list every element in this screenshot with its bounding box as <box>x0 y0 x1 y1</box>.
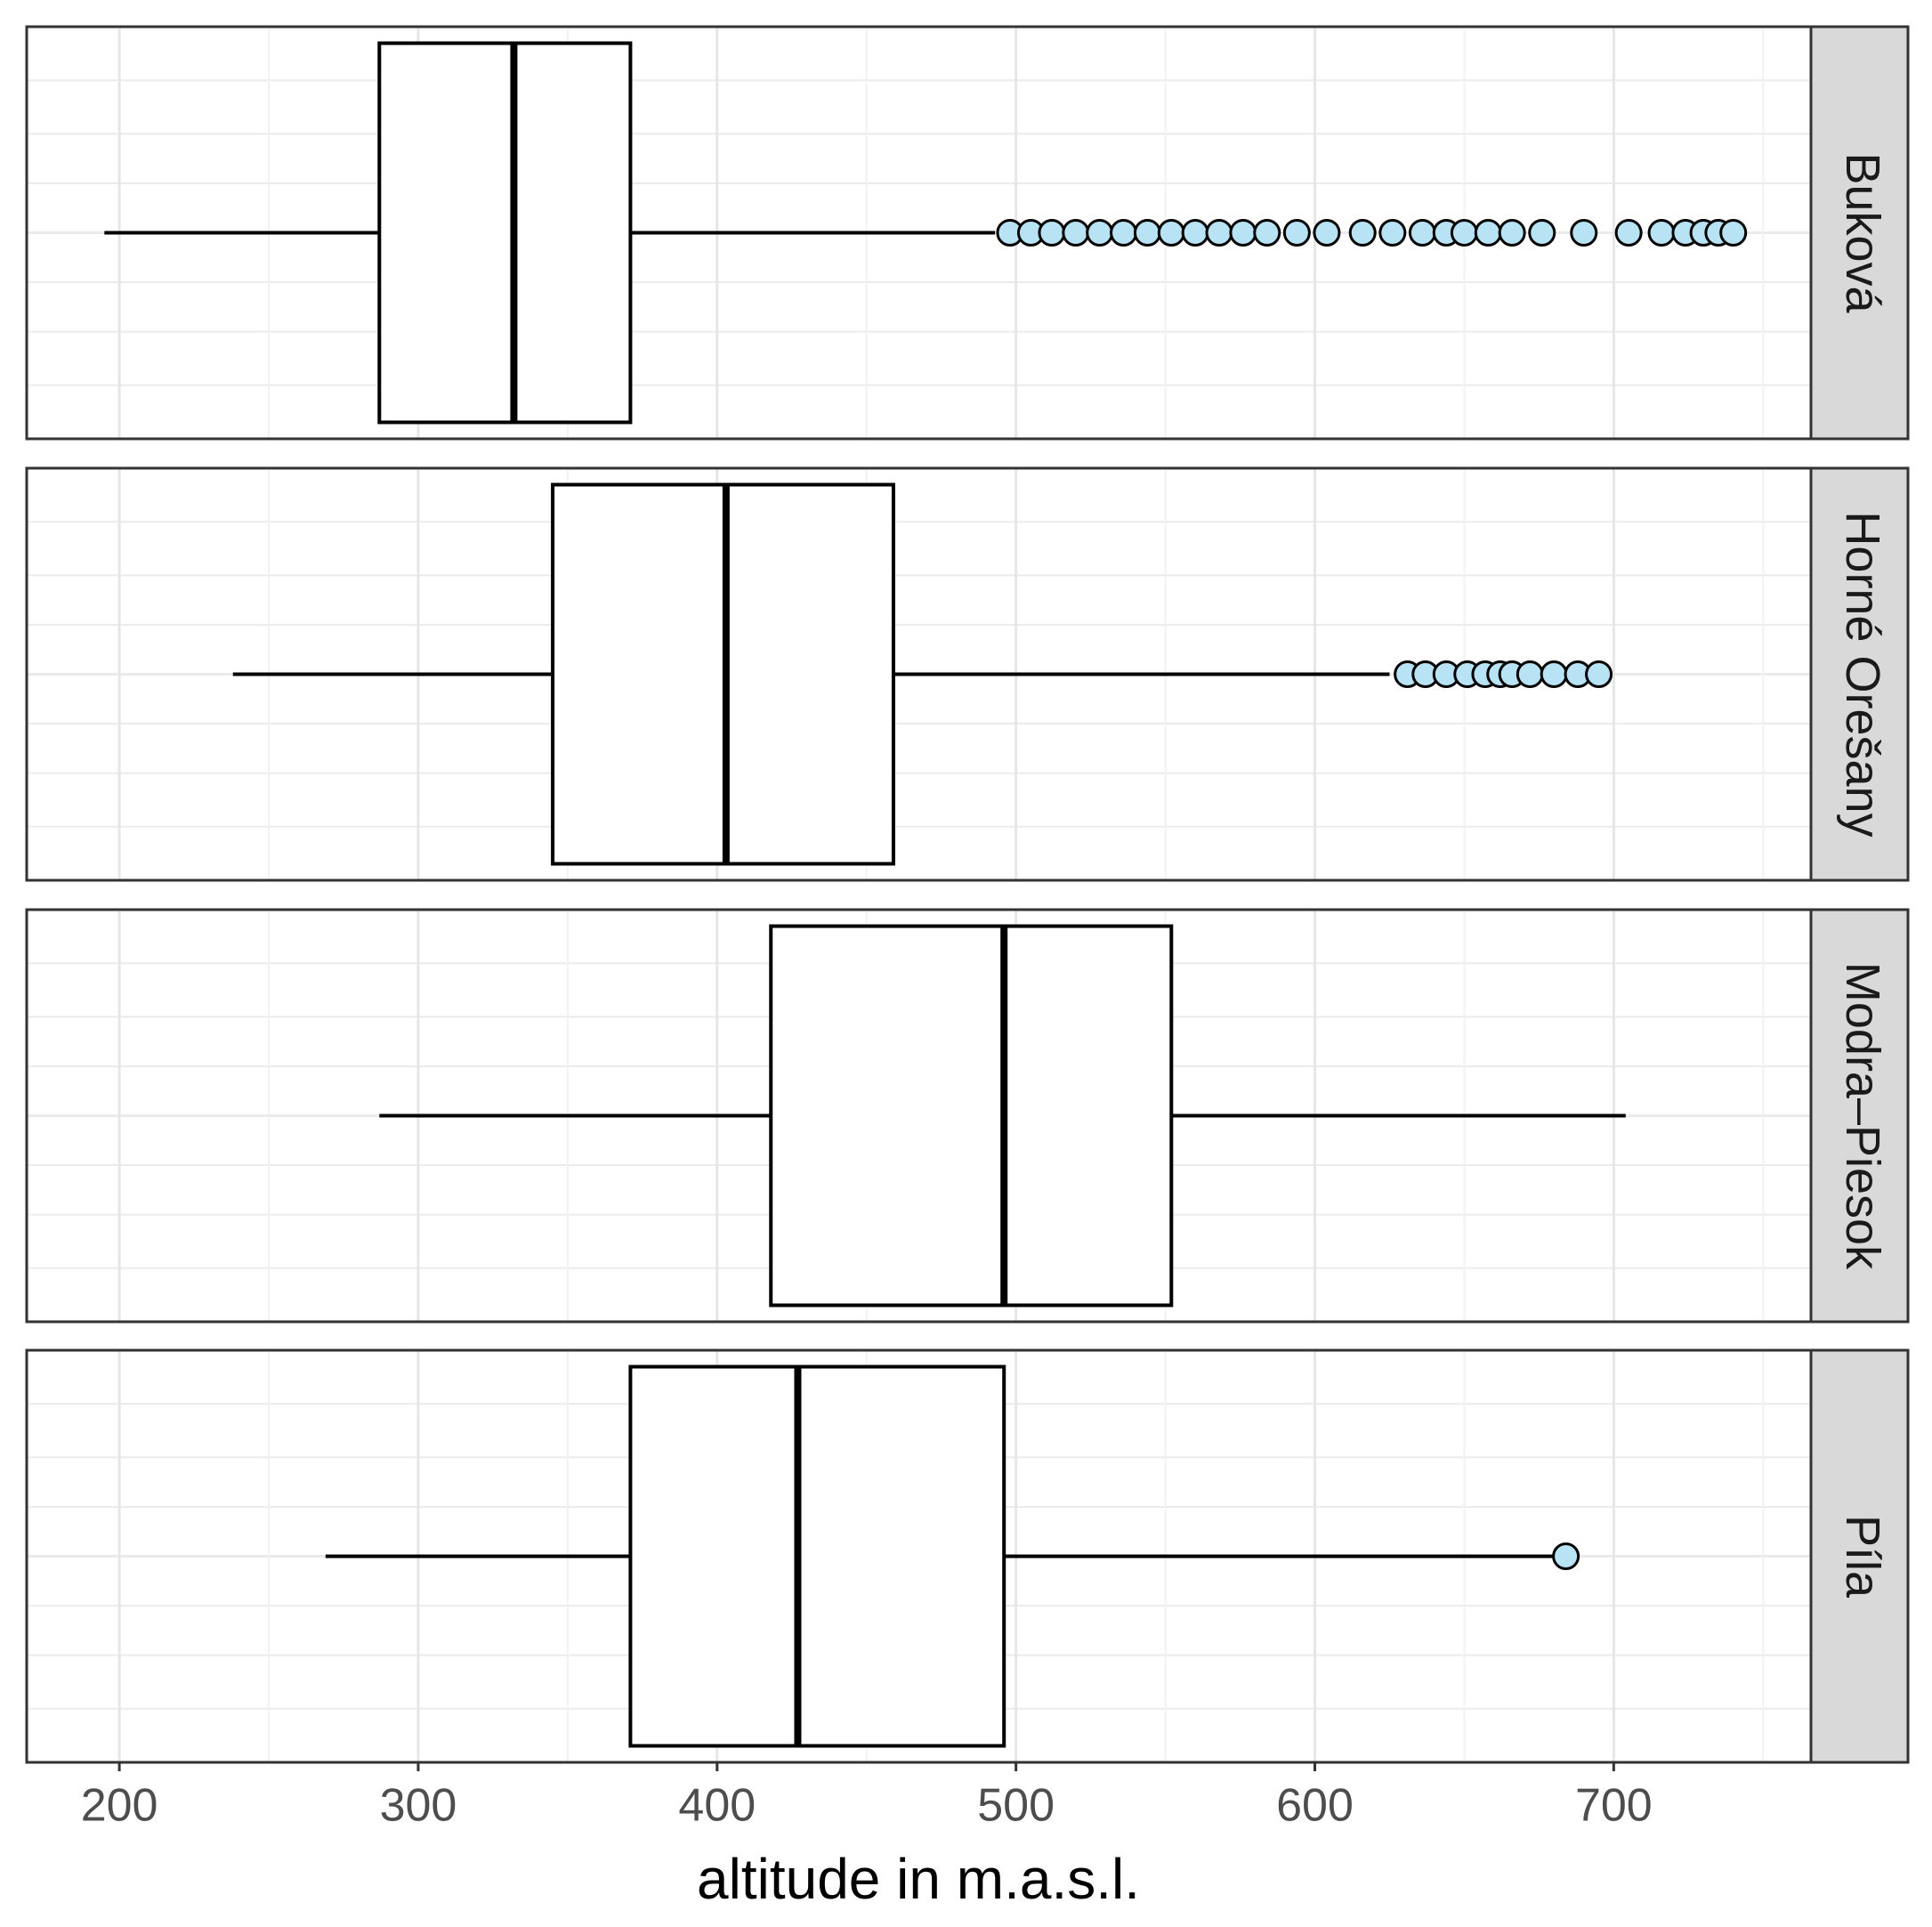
strip-label: Horné Orešany <box>1836 511 1889 837</box>
outlier <box>1229 219 1257 247</box>
outlier <box>1110 219 1138 247</box>
outlier <box>1516 660 1544 688</box>
outlier <box>1552 1542 1580 1570</box>
x-tick-label: 300 <box>380 1780 457 1832</box>
x-tick-label: 500 <box>977 1780 1055 1832</box>
outlier <box>1157 219 1185 247</box>
x-tick-label: 200 <box>81 1780 158 1832</box>
outlier <box>1181 219 1209 247</box>
outlier <box>1614 219 1643 247</box>
outlier <box>1719 219 1748 247</box>
outlier <box>1282 219 1311 247</box>
outlier <box>1313 219 1341 247</box>
outlier <box>1205 219 1233 247</box>
outlier <box>1450 219 1478 247</box>
box <box>628 1364 1006 1748</box>
outlier <box>1408 219 1436 247</box>
x-tick-label: 600 <box>1276 1780 1354 1832</box>
outlier <box>1086 219 1114 247</box>
outlier <box>1348 219 1377 247</box>
outlier <box>1540 660 1568 688</box>
x-tick-label: 700 <box>1575 1780 1653 1832</box>
x-axis-title: altitude in m.a.s.l. <box>697 1847 1140 1911</box>
outlier <box>1378 219 1407 247</box>
outlier <box>1528 219 1556 247</box>
outlier <box>1498 219 1526 247</box>
strip <box>1809 1348 1910 1764</box>
strip <box>1809 466 1910 882</box>
strip <box>1809 25 1910 441</box>
strip-label: Buková <box>1836 152 1889 313</box>
outlier <box>1038 219 1066 247</box>
strip-label: Píla <box>1836 1515 1889 1599</box>
box <box>377 41 633 425</box>
outlier <box>1133 219 1161 247</box>
strip <box>1809 908 1910 1324</box>
outlier <box>1253 219 1281 247</box>
outlier <box>1647 219 1676 247</box>
strip-label: Modra–Piesok <box>1836 962 1889 1270</box>
outlier <box>1474 219 1502 247</box>
x-tick-label: 400 <box>678 1780 756 1832</box>
outlier <box>1062 219 1090 247</box>
box <box>769 924 1174 1308</box>
outlier <box>1570 219 1598 247</box>
outlier <box>1585 660 1613 688</box>
